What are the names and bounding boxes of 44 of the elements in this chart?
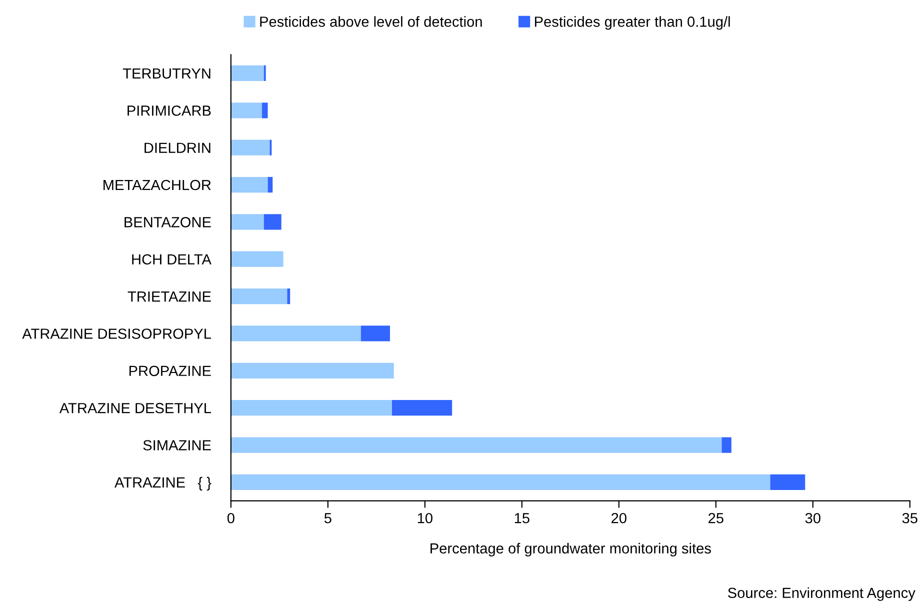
bar — [230, 288, 288, 304]
y-tick-label: ATRAZINE { } — [114, 476, 212, 490]
bar — [230, 140, 270, 156]
y-tick-label: ATRAZINE DESETHYL — [59, 402, 211, 414]
bar — [262, 102, 268, 118]
bar — [287, 288, 290, 304]
x-tick-label: 5 — [324, 513, 332, 524]
x-tick-label: 20 — [612, 512, 626, 524]
source-note: Source: Environment Agency — [728, 587, 916, 601]
y-tick-label: PIRIMICARB — [128, 106, 211, 116]
bar — [230, 214, 264, 230]
bar — [230, 102, 262, 118]
legend-label: Pesticides above level of detection — [260, 16, 482, 27]
bar — [230, 176, 268, 193]
x-tick-label: 0 — [227, 512, 234, 524]
bar — [230, 437, 722, 453]
bar — [230, 362, 394, 378]
x-tick-label: 30 — [805, 512, 820, 524]
y-tick-label: HCH DELTA — [132, 254, 212, 265]
x-tick-label: 35 — [902, 512, 918, 524]
bar — [722, 437, 732, 453]
x-tick-label: 25 — [708, 512, 724, 524]
bar — [230, 65, 264, 82]
y-tick-label: TRIETAZINE — [128, 292, 211, 302]
x-tick-label: 15 — [514, 513, 530, 524]
y-tick-label: DIELDRIN — [144, 142, 210, 153]
y-tick-label: SIMAZINE — [143, 440, 211, 450]
y-tick-label: BENTAZONE — [124, 217, 211, 228]
bar — [230, 326, 361, 342]
bar — [230, 251, 284, 267]
x-tick-label: 10 — [418, 512, 432, 524]
y-tick-label: TERBUTRYN — [122, 68, 210, 79]
bar — [770, 474, 806, 490]
bar — [230, 474, 770, 490]
y-tick-label: PROPAZINE — [129, 366, 211, 376]
bar — [230, 400, 392, 416]
bar — [360, 326, 390, 342]
legend-label: Pesticides greater than 0.1ug/l — [534, 16, 730, 30]
y-tick-label: METAZACHLOR — [104, 180, 211, 190]
y-tick-label: ATRAZINE DESISOPROPYL — [22, 328, 211, 339]
bar — [268, 176, 273, 193]
x-axis-title: Percentage of groundwater monitoring sites — [430, 542, 711, 556]
bar — [392, 400, 452, 416]
bar — [264, 214, 282, 230]
